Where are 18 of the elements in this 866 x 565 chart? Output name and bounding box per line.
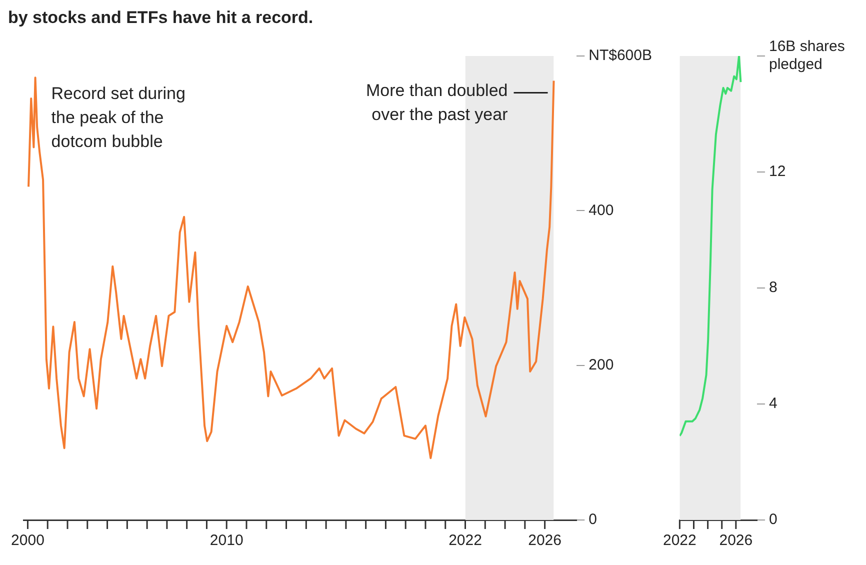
x-tick-label: 2022 (448, 532, 482, 550)
x-tick-label: 2026 (719, 532, 753, 550)
chart-title: by stocks and ETFs have hit a record. (8, 8, 314, 28)
y-tick-label: 400 (588, 202, 614, 219)
x-tick-label: 2026 (528, 532, 562, 550)
x-tick-label: 2000 (11, 532, 44, 550)
y-tick-label: 12 (769, 163, 786, 180)
y-tick-label: 200 (588, 356, 614, 374)
x-tick-label: 2010 (210, 532, 244, 550)
annotation: Record set during the peak of the dotcom bubble (51, 84, 186, 151)
y-tick-label: 16B shares pledged (769, 38, 845, 74)
y-tick-label: 4 (769, 395, 778, 412)
y-tick-label: 0 (769, 511, 778, 528)
x-tick-label: 2022 (662, 532, 696, 550)
y-tick-label: 8 (769, 279, 778, 296)
y-tick-label: 0 (588, 511, 597, 528)
y-tick-label: NT$600B (588, 47, 652, 64)
annotation: More than doubled over the past year (366, 80, 508, 124)
